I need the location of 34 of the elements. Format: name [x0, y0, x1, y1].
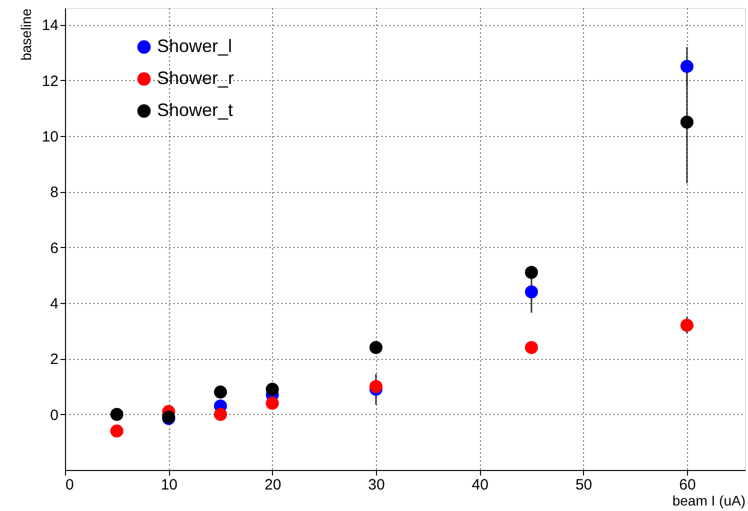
legend-label: Shower_t	[157, 100, 234, 120]
point	[266, 396, 279, 410]
point	[680, 116, 694, 129]
y-tick-label: 2	[50, 351, 58, 368]
y-tick-label: 6	[50, 240, 58, 257]
point	[110, 424, 124, 438]
point	[524, 285, 538, 298]
y-tick-label: 4	[50, 296, 58, 313]
point	[110, 408, 124, 421]
x-tick-label: 0	[66, 476, 74, 494]
point	[369, 380, 382, 394]
point	[524, 266, 538, 279]
x-tick-label: 50	[575, 476, 592, 494]
point	[266, 382, 279, 396]
point	[680, 60, 694, 73]
x-tick-label: 30	[368, 476, 385, 494]
x-tick-label: 20	[264, 476, 282, 494]
x-tick-label: 60	[679, 476, 696, 494]
legend-label: Shower_r	[157, 68, 234, 88]
x-tick-label: 10	[160, 476, 178, 494]
legend-label: Shower_l	[157, 36, 232, 56]
x-tick-label: 40	[472, 476, 488, 494]
y-tick-label: 10	[42, 128, 58, 146]
x-axis-title: beam I (uA)	[672, 492, 746, 508]
y-axis-title: baseline	[18, 8, 34, 61]
y-tick-label: 14	[42, 17, 58, 34]
point	[214, 408, 228, 421]
y-tick-label: 0	[50, 406, 58, 424]
point	[369, 341, 382, 354]
point	[680, 318, 694, 332]
y-tick-label: 12	[42, 72, 58, 90]
point	[214, 386, 228, 399]
y-tick-label: 8	[50, 184, 58, 202]
point	[524, 341, 538, 354]
